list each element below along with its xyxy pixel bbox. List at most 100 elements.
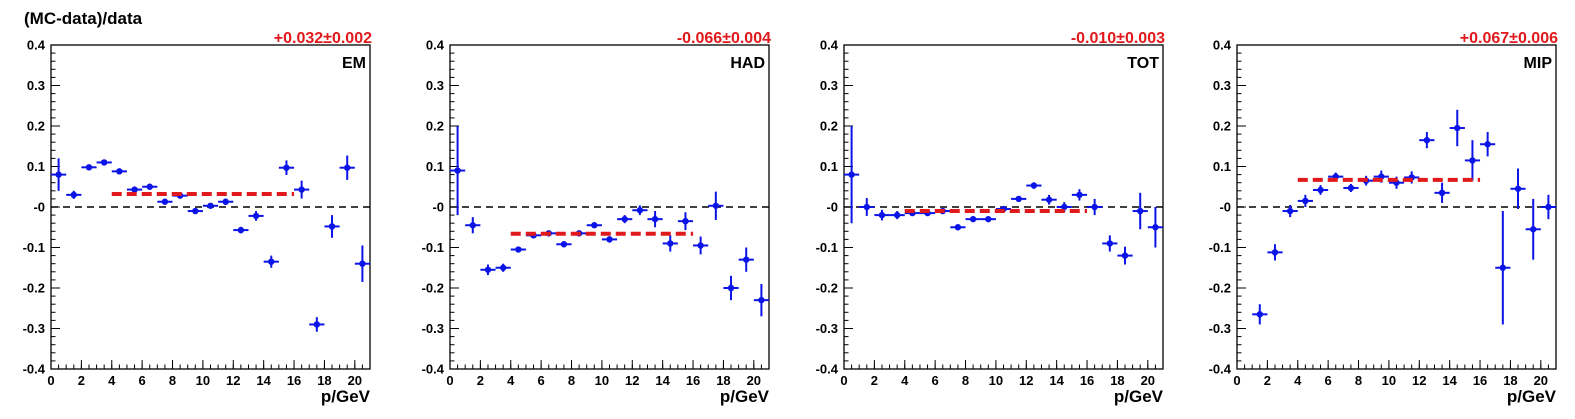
data-marker xyxy=(1121,252,1129,259)
data-marker xyxy=(161,198,169,205)
x-tick-label: 4 xyxy=(108,373,116,388)
x-tick-label: 18 xyxy=(716,373,730,388)
data-marker xyxy=(636,207,644,214)
data-marker xyxy=(469,222,476,229)
x-tick-label: 16 xyxy=(686,373,700,388)
data-point xyxy=(617,215,633,224)
data-point xyxy=(126,186,143,193)
data-point xyxy=(248,211,264,221)
x-tick-label: 2 xyxy=(477,373,484,388)
data-point xyxy=(1343,183,1359,193)
y-tick-label: -0.4 xyxy=(23,362,46,377)
data-point xyxy=(1510,168,1526,210)
x-tick-label: 6 xyxy=(538,373,545,388)
x-tick-label: 18 xyxy=(1110,373,1124,388)
data-point xyxy=(1540,194,1556,220)
y-tick-label: 0.1 xyxy=(1213,159,1231,174)
data-marker xyxy=(1256,311,1263,318)
y-tick-label: -0.2 xyxy=(23,281,45,296)
data-point xyxy=(1449,109,1465,147)
data-marker xyxy=(70,191,77,199)
x-tick-label: 20 xyxy=(747,373,761,388)
x-tick-label: 14 xyxy=(1049,373,1064,388)
data-point xyxy=(556,241,572,248)
panel-label: MIP xyxy=(1524,55,1553,72)
data-marker xyxy=(969,215,977,223)
data-point xyxy=(81,164,97,171)
data-point xyxy=(586,222,602,229)
x-tick-label: 14 xyxy=(1442,373,1457,388)
data-marker xyxy=(1484,141,1491,148)
data-marker xyxy=(313,321,321,328)
data-point xyxy=(1132,192,1148,230)
data-marker xyxy=(1030,182,1038,189)
data-marker xyxy=(1152,224,1159,231)
data-point xyxy=(510,246,526,253)
data-marker xyxy=(328,223,336,230)
x-tick-label: 16 xyxy=(1080,373,1094,388)
x-tick-label: 6 xyxy=(139,373,146,388)
y-tick-label: 0.1 xyxy=(426,159,444,174)
data-marker xyxy=(712,202,720,209)
y-tick-label: -0.2 xyxy=(422,281,444,296)
y-tick-label: -0.3 xyxy=(23,321,45,336)
data-marker xyxy=(146,183,153,190)
data-marker xyxy=(298,186,305,193)
data-marker xyxy=(85,164,93,171)
panel-had: -0.4 -0.3 -0.2 -0.1 -0 0.1 0.2 0.3 0.4 0 2 4 6 8 10 12 1… xyxy=(422,30,772,406)
data-point xyxy=(354,245,370,282)
data-marker xyxy=(207,202,214,209)
data-marker xyxy=(682,217,689,225)
data-marker xyxy=(893,211,901,219)
data-marker xyxy=(359,260,366,267)
data-marker xyxy=(1137,207,1144,215)
y-tick-label: -0.2 xyxy=(816,281,838,296)
data-point xyxy=(233,226,249,234)
data-point xyxy=(324,215,340,238)
x-tick-label: 0 xyxy=(840,373,847,388)
data-marker xyxy=(344,164,351,171)
data-point xyxy=(1267,244,1283,261)
data-marker xyxy=(515,246,522,253)
data-point xyxy=(480,264,496,276)
data-marker xyxy=(1545,203,1552,211)
x-tick-label: 12 xyxy=(1412,373,1426,388)
data-marker xyxy=(116,168,123,175)
data-marker xyxy=(758,296,765,304)
y-tick-label: -0.4 xyxy=(422,362,445,377)
x-tick-label: 12 xyxy=(226,373,240,388)
data-point xyxy=(202,202,219,209)
x-tick-label: 0 xyxy=(47,373,54,388)
data-point xyxy=(1464,140,1481,181)
data-marker xyxy=(55,171,62,178)
data-marker xyxy=(268,258,275,265)
x-axis-label: p/GeV xyxy=(720,387,770,406)
y-tick-label: 0.4 xyxy=(1213,38,1232,53)
data-marker xyxy=(667,240,674,247)
data-marker xyxy=(1061,203,1068,211)
x-axis-label: p/GeV xyxy=(1114,387,1164,406)
data-marker xyxy=(1317,186,1324,194)
data-marker xyxy=(484,266,492,273)
x-tick-label: 14 xyxy=(655,373,670,388)
x-tick-label: 2 xyxy=(871,373,878,388)
data-point xyxy=(218,198,234,205)
data-marker xyxy=(1514,185,1522,192)
data-marker xyxy=(1286,207,1294,215)
y-tick-label: -0.3 xyxy=(422,321,444,336)
y-tick-label: 0.3 xyxy=(27,78,45,93)
data-point xyxy=(1011,195,1027,203)
x-tick-label: 2 xyxy=(78,373,85,388)
x-tick-label: 20 xyxy=(1534,373,1548,388)
data-point xyxy=(647,211,663,228)
data-marker xyxy=(1091,203,1098,211)
data-point xyxy=(96,159,112,166)
data-point xyxy=(142,183,158,190)
y-tick-label: -0.3 xyxy=(816,321,838,336)
panel-label: EM xyxy=(342,55,366,72)
y-tick-label: 0.3 xyxy=(426,78,444,93)
data-point xyxy=(1147,207,1163,248)
y-tick-label: 0.2 xyxy=(820,119,838,134)
data-marker xyxy=(283,164,290,171)
x-tick-label: 10 xyxy=(196,373,210,388)
